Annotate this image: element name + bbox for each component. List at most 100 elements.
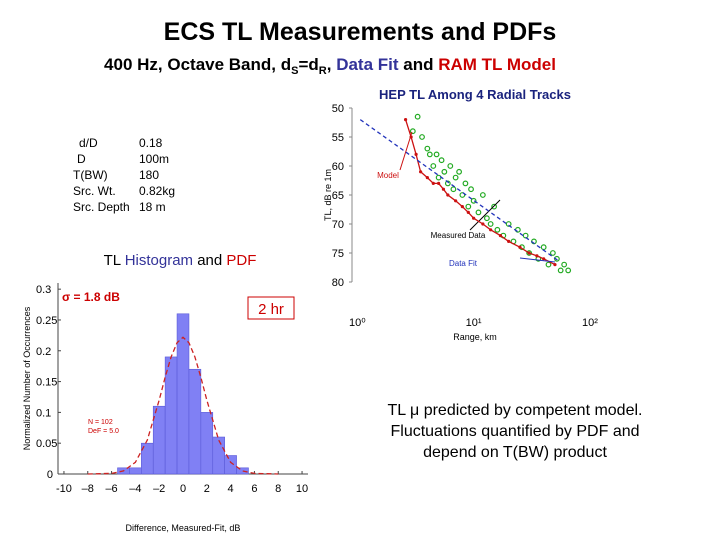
series-label: Measured Data xyxy=(431,231,486,240)
x-axis-label: Range, km xyxy=(453,332,497,342)
model-point xyxy=(441,187,446,191)
parameter-value: 0.82kg xyxy=(139,184,175,198)
subtitle: 400 Hz, Octave Band, dS=dR, Data Fit and… xyxy=(104,55,556,77)
data-point xyxy=(452,174,459,181)
parameter-name: D xyxy=(77,152,86,166)
parameter-name: Src. Wt. xyxy=(73,184,116,198)
data-point xyxy=(414,113,421,120)
series-label: Data Fit xyxy=(449,259,478,268)
data-point xyxy=(505,221,512,227)
heading-part: TL xyxy=(104,252,125,269)
parameter-value: 18 m xyxy=(139,200,166,214)
annotation: N = 102 xyxy=(88,419,113,426)
data-point xyxy=(459,192,466,198)
y-tick-label: 65 xyxy=(332,190,344,202)
chart-title: HEP TL Among 4 Radial Tracks xyxy=(379,87,571,102)
model-point xyxy=(518,245,522,249)
data-point xyxy=(426,151,433,158)
model-point xyxy=(431,181,435,185)
data-point xyxy=(475,209,482,216)
boxed-note: 2 hr xyxy=(258,301,284,318)
y-tick-label: 0.3 xyxy=(36,284,51,296)
y-tick-label: 0.2 xyxy=(36,346,51,358)
histogram-bar xyxy=(152,405,166,475)
data-point xyxy=(409,128,416,135)
data-point xyxy=(424,145,431,152)
model-point xyxy=(446,193,450,197)
fit-line xyxy=(359,119,561,263)
y-tick-label: 60 xyxy=(332,161,344,173)
x-tick-label: 0 xyxy=(180,483,186,495)
subtitle-part: 400 Hz, Octave Band, d xyxy=(104,55,291,74)
data-point xyxy=(494,226,501,233)
model-line xyxy=(404,119,556,266)
heading-part: PDF xyxy=(226,252,256,269)
data-point xyxy=(491,203,498,210)
subtitle-part: , xyxy=(327,55,336,74)
model-point xyxy=(507,239,511,243)
heading-part: and xyxy=(193,252,226,269)
x-tick-label: 2 xyxy=(204,483,210,495)
data-point xyxy=(557,267,564,274)
data-point xyxy=(479,192,486,198)
model-point xyxy=(553,263,557,267)
x-tick-label: 10¹ xyxy=(466,317,482,329)
histogram-bar xyxy=(129,467,142,475)
subtitle-part: R xyxy=(319,65,327,77)
model-point xyxy=(419,170,423,174)
data-point xyxy=(487,221,494,227)
y-axis-label: Normalized Number of Occurrences xyxy=(22,306,32,450)
x-tick-label: 8 xyxy=(275,483,281,495)
y-tick-label: 0.15 xyxy=(36,377,57,389)
x-tick-label: 6 xyxy=(251,483,257,495)
note-line: Fluctuations quantified by PDF and xyxy=(390,423,639,440)
x-tick-label: –6 xyxy=(105,483,117,495)
model-point xyxy=(437,181,441,185)
histogram-bar xyxy=(224,455,237,475)
data-point xyxy=(438,157,445,164)
model-point xyxy=(472,216,476,220)
note-line: depend on T(BW) product xyxy=(423,444,607,461)
parameter-name: d/D xyxy=(79,136,98,150)
histogram-bar xyxy=(200,412,214,475)
data-point xyxy=(462,180,469,187)
model-point xyxy=(481,222,485,226)
y-tick-label: 0.25 xyxy=(36,315,57,327)
data-point xyxy=(549,250,556,256)
y-tick-label: 75 xyxy=(332,248,344,260)
y-tick-label: 50 xyxy=(332,103,344,115)
parameter-value: 100m xyxy=(139,152,169,166)
label-pointer xyxy=(469,199,501,231)
x-tick-label: –2 xyxy=(153,483,165,495)
annotation: DeF = 5.0 xyxy=(88,428,119,435)
subtitle-part: =d xyxy=(298,55,318,74)
subtitle-part: RAM TL Model xyxy=(438,55,556,74)
data-point xyxy=(561,261,568,268)
data-point xyxy=(465,203,472,210)
x-tick-label: 10 xyxy=(296,483,308,495)
data-point xyxy=(433,151,440,158)
data-point xyxy=(441,168,448,175)
model-point xyxy=(489,228,493,232)
subtitle-part: and xyxy=(399,55,439,74)
model-point xyxy=(498,234,503,238)
slide-title: ECS TL Measurements and PDFs xyxy=(164,18,557,46)
model-point xyxy=(527,251,531,255)
data-point xyxy=(447,163,454,169)
model-point xyxy=(466,210,470,214)
data-point xyxy=(430,163,437,169)
heading-part: Histogram xyxy=(125,252,193,269)
histogram-bar xyxy=(212,436,225,475)
y-tick-label: 0 xyxy=(47,469,53,481)
note-box xyxy=(247,296,295,320)
y-tick-label: 80 xyxy=(332,277,344,289)
histogram-bar xyxy=(188,368,202,475)
parameter-value: 180 xyxy=(139,168,159,182)
model-point xyxy=(403,118,408,122)
note-line: TL μ predicted by competent model. xyxy=(388,402,643,419)
subtitle-part: S xyxy=(291,65,298,77)
data-point xyxy=(522,232,529,239)
data-point xyxy=(419,134,425,140)
